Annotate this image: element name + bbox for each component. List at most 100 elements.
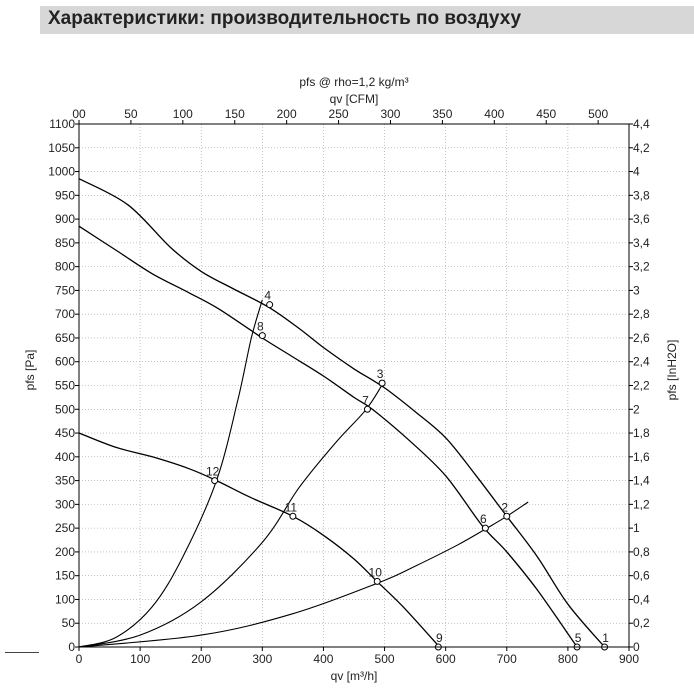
top-axis-label: qv [CFM] [330, 92, 379, 106]
curves [78, 178, 606, 648]
x2-tick-label: 350 [432, 107, 452, 121]
y2-tick-label: 1,2 [633, 497, 650, 511]
system-curve-3 [78, 501, 529, 648]
x-tick-label: 100 [130, 652, 150, 666]
y2-tick-label: 0 [633, 640, 640, 654]
grid [79, 124, 629, 647]
y2-tick-label: 3 [633, 283, 640, 297]
y-tick-label: 1050 [48, 141, 75, 155]
operating-point-2 [503, 512, 511, 520]
x-tick-label: 900 [619, 652, 639, 666]
y-tick-label: 1000 [48, 165, 75, 179]
divider-line [5, 652, 39, 653]
x2-tick-label: 50 [124, 107, 138, 121]
y-tick-label: 700 [55, 307, 75, 321]
y-tick-label: 900 [55, 212, 75, 226]
section-title: Характеристики: производительность по во… [48, 8, 522, 29]
y2-tick-label: 4 [633, 165, 640, 179]
y-tick-label: 100 [55, 592, 75, 606]
fan-curve-2 [78, 225, 578, 648]
x-tick-label: 500 [375, 652, 395, 666]
y-tick-label: 750 [55, 283, 75, 297]
y2-tick-label: 1,8 [633, 426, 650, 440]
y2-tick-label: 1 [633, 521, 640, 535]
operating-point-7 [363, 405, 371, 413]
operating-point-label-3: 3 [377, 367, 384, 381]
y-tick-label: 650 [55, 331, 75, 345]
y2-tick-label: 3,6 [633, 212, 650, 226]
y2-tick-label: 0,2 [633, 616, 650, 630]
y-tick-label: 200 [55, 545, 75, 559]
x-tick-label: 800 [558, 652, 578, 666]
y2-tick-label: 2,8 [633, 307, 650, 321]
y-tick-label: 0 [68, 640, 75, 654]
y-tick-label: 50 [62, 616, 76, 630]
operating-point-12 [211, 477, 219, 485]
y2-tick-label: 0,6 [633, 569, 650, 583]
operating-point-10 [373, 577, 381, 585]
operating-point-label-5: 5 [575, 631, 582, 645]
operating-point-label-7: 7 [362, 393, 369, 407]
operating-point-8 [258, 332, 266, 340]
x2-tick-label: 100 [173, 107, 193, 121]
operating-point-4 [266, 301, 274, 309]
fan-curve-3 [78, 432, 441, 648]
operating-point-label-10: 10 [369, 565, 383, 579]
y-tick-label: 800 [55, 260, 75, 274]
operating-point-label-11: 11 [285, 500, 298, 514]
y-tick-label: 850 [55, 236, 75, 250]
y-tick-label: 550 [55, 379, 75, 393]
y2-tick-label: 3,8 [633, 188, 650, 202]
system-curve-1 [78, 299, 263, 648]
x-tick-label: 300 [252, 652, 272, 666]
y-tick-label: 300 [55, 497, 75, 511]
section-header: Характеристики: производительность по во… [40, 6, 694, 34]
plot-frame [78, 123, 630, 648]
y2-tick-label: 0,4 [633, 592, 650, 606]
x-tick-label: 200 [191, 652, 211, 666]
operating-point-label-12: 12 [206, 465, 220, 479]
y2-tick-label: 2 [633, 402, 640, 416]
chart-title: pfs @ rho=1,2 kg/m³ [299, 75, 408, 89]
x-axis-label: qv [m³/h] [331, 669, 378, 683]
y-tick-label: 500 [55, 402, 75, 416]
x2-tick-label: 300 [380, 107, 400, 121]
x2-tick-label: 00 [72, 107, 86, 121]
operating-point-label-4: 4 [264, 289, 271, 303]
x2-tick-label: 150 [225, 107, 245, 121]
x-tick-label: 400 [313, 652, 333, 666]
x-tick-label: 700 [497, 652, 517, 666]
x2-tick-label: 500 [588, 107, 608, 121]
y2-tick-label: 1,6 [633, 450, 650, 464]
y2-tick-label: 4,2 [633, 141, 650, 155]
system-curve-2 [78, 380, 386, 648]
y-axis-label: pfs [Pa] [23, 350, 37, 391]
y2-tick-label: 2,2 [633, 379, 650, 393]
operating-point-6 [481, 524, 489, 532]
operating-point-label-8: 8 [257, 320, 264, 334]
operating-point-label-1: 1 [602, 631, 609, 645]
y2-tick-label: 3,2 [633, 260, 650, 274]
y2-tick-label: 1,4 [633, 474, 650, 488]
x2-tick-label: 200 [277, 107, 297, 121]
y-tick-label: 450 [55, 426, 75, 440]
operating-point-label-2: 2 [501, 500, 508, 514]
operating-point-3 [378, 379, 386, 387]
y2-tick-label: 3,4 [633, 236, 650, 250]
y2-tick-label: 0,8 [633, 545, 650, 559]
operating-point-label-6: 6 [480, 512, 487, 526]
x-tick-label: 0 [76, 652, 83, 666]
fan-curve-1 [78, 178, 606, 648]
y-tick-label: 600 [55, 355, 75, 369]
y-tick-label: 400 [55, 450, 75, 464]
x2-tick-label: 250 [329, 107, 349, 121]
y2-tick-label: 2,6 [633, 331, 650, 345]
x-tick-label: 600 [436, 652, 456, 666]
y-tick-label: 350 [55, 474, 75, 488]
operating-point-11 [289, 512, 297, 520]
right-axis-label: pfs [InH2O] [665, 340, 679, 401]
operating-point-label-9: 9 [436, 631, 443, 645]
